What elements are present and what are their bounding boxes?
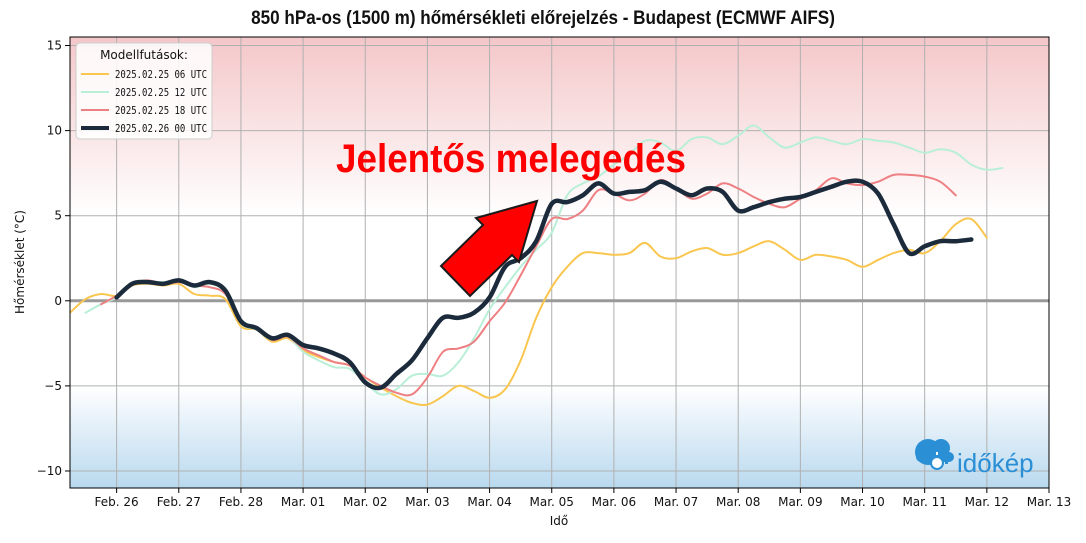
y-axis-label: Hőmérséklet (°C) [13, 210, 27, 314]
x-tick-label: Mar. 05 [530, 495, 574, 509]
series-line-4 [114, 178, 974, 391]
legend-title: Modellfutások: [100, 48, 188, 62]
legend-entry: 2025.02.26 00 UTC [115, 122, 207, 135]
x-tick-label: Mar. 02 [343, 495, 387, 509]
legend-entry: 2025.02.25 06 UTC [115, 68, 207, 81]
x-tick-label: Mar. 12 [965, 495, 1009, 509]
x-tick-label: Mar. 03 [405, 495, 449, 509]
y-tick-label: −5 [44, 379, 62, 393]
series-lines [70, 124, 1004, 406]
legend-entry: 2025.02.25 18 UTC [115, 104, 207, 117]
y-tick-label: 5 [54, 209, 62, 223]
y-tick-label: 0 [54, 294, 62, 308]
series-line-1 [70, 217, 988, 406]
temperature-bands [70, 37, 1049, 488]
warm-band [70, 37, 1049, 216]
y-tick-label: 10 [47, 124, 62, 138]
x-tick-label: Mar. 07 [654, 495, 698, 509]
x-axis-ticks: Feb. 26 Feb. 27 Feb. 28 Mar. 01 Mar. 02 Mar. … [95, 488, 1071, 509]
plot-frame [69, 36, 1050, 489]
x-tick-label: Mar. 08 [716, 495, 760, 509]
x-tick-label: Mar. 01 [281, 495, 325, 509]
annotation-text: Jelentős melegedés [336, 137, 686, 181]
x-tick-label: Mar. 06 [592, 495, 636, 509]
y-tick-label: −10 [37, 464, 62, 478]
y-axis-ticks: −10 −5 0 5 10 15 [37, 39, 70, 478]
x-tick-label: Mar. 09 [778, 495, 822, 509]
brand-name: időkép [957, 448, 1034, 478]
x-tick-label: Feb. 26 [95, 495, 139, 509]
y-tick-label: 15 [47, 39, 62, 53]
x-tick-label: Mar. 04 [467, 495, 511, 509]
brand-icon [915, 439, 954, 470]
x-tick-label: Mar. 10 [840, 495, 884, 509]
chart-title: 850 hPa-os (1500 m) hőmérsékleti előreje… [251, 8, 835, 29]
x-tick-label: Feb. 28 [219, 495, 263, 509]
x-tick-label: Feb. 27 [157, 495, 201, 509]
legend-box [75, 42, 213, 140]
annotation-arrow [439, 199, 539, 298]
x-tick-label: Mar. 11 [902, 495, 946, 509]
brand-logo: időkép [915, 439, 1034, 478]
legend: Modellfutások: 2025.02.25 06 UTC 2025.02.2… [75, 42, 213, 140]
cold-band [70, 385, 1049, 488]
legend-entry: 2025.02.25 12 UTC [115, 86, 207, 99]
x-tick-label: Mar. 13 [1027, 495, 1071, 509]
x-axis-label: Idő [550, 514, 569, 528]
